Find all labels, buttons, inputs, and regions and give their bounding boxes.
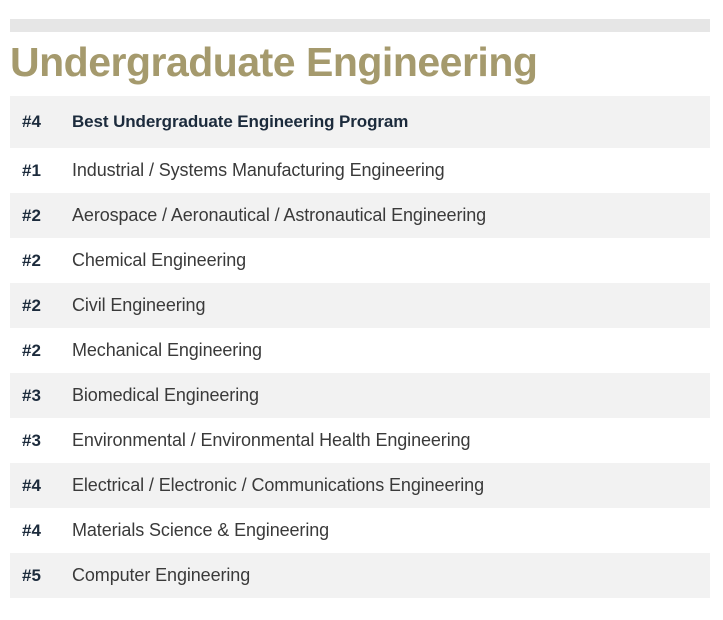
table-header-row: #4 Best Undergraduate Engineering Progra…	[10, 96, 710, 148]
rank-cell: #2	[22, 340, 41, 360]
program-cell: Environmental / Environmental Health Eng…	[72, 430, 471, 450]
header-program: Best Undergraduate Engineering Program	[72, 112, 409, 131]
rank-cell: #2	[22, 205, 41, 225]
program-cell: Aerospace / Aeronautical / Astronautical…	[72, 205, 487, 225]
program-cell: Computer Engineering	[72, 565, 251, 585]
table-row: #1 Industrial / Systems Manufacturing En…	[10, 148, 710, 193]
rank-cell: #4	[22, 520, 41, 540]
rank-cell: #2	[22, 295, 41, 315]
program-cell: Civil Engineering	[72, 295, 206, 315]
header-rank: #4	[22, 112, 41, 131]
program-cell: Chemical Engineering	[72, 250, 247, 270]
table-row: #4 Materials Science & Engineering	[10, 508, 710, 553]
page-title: Undergraduate Engineering	[10, 39, 538, 85]
table-row: #2 Chemical Engineering	[10, 238, 710, 283]
rank-cell: #5	[22, 565, 41, 585]
table-row: #2 Aerospace / Aeronautical / Astronauti…	[10, 193, 710, 238]
program-cell: Materials Science & Engineering	[72, 520, 330, 540]
table-row: #2 Civil Engineering	[10, 283, 710, 328]
table-row: #5 Computer Engineering	[10, 553, 710, 598]
table-row: #2 Mechanical Engineering	[10, 328, 710, 373]
top-divider-bar	[10, 19, 710, 32]
program-cell: Mechanical Engineering	[72, 340, 262, 360]
rank-cell: #2	[22, 250, 41, 270]
program-cell: Industrial / Systems Manufacturing Engin…	[72, 160, 445, 180]
table-row: #3 Environmental / Environmental Health …	[10, 418, 710, 463]
table-row: #4 Electrical / Electronic / Communicati…	[10, 463, 710, 508]
program-cell: Electrical / Electronic / Communications…	[72, 475, 484, 495]
table-row: #3 Biomedical Engineering	[10, 373, 710, 418]
program-cell: Biomedical Engineering	[72, 385, 259, 405]
rank-cell: #1	[22, 160, 41, 180]
rank-cell: #4	[22, 475, 41, 495]
rank-cell: #3	[22, 385, 41, 405]
rank-cell: #3	[22, 430, 41, 450]
rankings-table: #4 Best Undergraduate Engineering Progra…	[10, 96, 710, 598]
